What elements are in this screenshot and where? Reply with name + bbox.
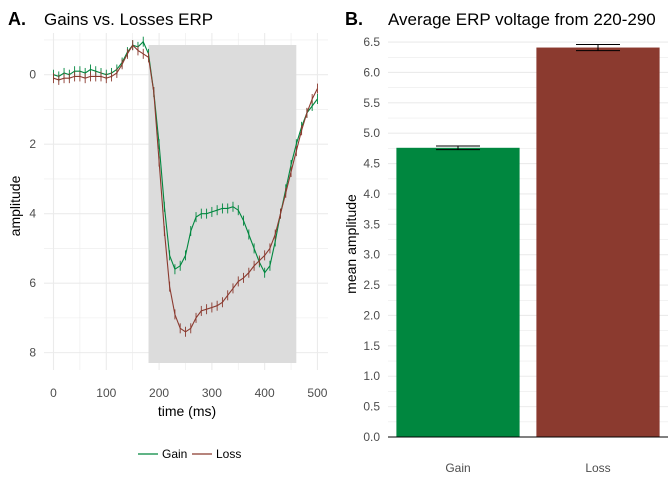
y-tick-label: 4	[29, 207, 36, 221]
y-tick-label: 8	[29, 346, 36, 360]
y-tick-label: 2	[29, 137, 36, 151]
legend-gain-label: Gain	[162, 447, 187, 461]
x-tick-label-loss: Loss	[585, 461, 610, 475]
panel-b-letter: B.	[345, 9, 363, 29]
panel-a-title: Gains vs. Losses ERP	[44, 10, 213, 29]
y-tick-label: 3.0	[363, 248, 380, 262]
y-tick-label: 4.5	[363, 157, 380, 171]
panel-a-ylabel: amplitude	[7, 175, 23, 236]
y-tick-label: 6.0	[363, 65, 380, 79]
y-tick-label: 2.0	[363, 308, 380, 322]
y-tick-label: 3.5	[363, 217, 380, 231]
bar-loss	[536, 47, 660, 437]
y-tick-label: 2.5	[363, 278, 380, 292]
x-tick-label: 0	[50, 386, 57, 400]
x-tick-label: 200	[149, 386, 169, 400]
y-tick-label: 0.0	[363, 430, 380, 444]
y-tick-label: 6	[29, 276, 36, 290]
y-tick-label: 5.0	[363, 126, 380, 140]
y-tick-label: 5.5	[363, 96, 380, 110]
legend-loss-label: Loss	[216, 447, 241, 461]
bar-gain	[396, 147, 520, 437]
x-tick-label: 500	[307, 386, 327, 400]
panel-b-ylabel: mean amplitude	[343, 194, 359, 294]
y-tick-label: 6.5	[363, 35, 380, 49]
x-tick-label: 100	[96, 386, 116, 400]
panel-b-title: Average ERP voltage from 220-290	[388, 10, 656, 29]
x-tick-label: 300	[202, 386, 222, 400]
x-tick-label: 400	[255, 386, 275, 400]
panel-a-plot: 0 100 200 300 400 500 0 2 4 6 8	[29, 33, 328, 400]
x-tick-label-gain: Gain	[445, 461, 470, 475]
y-tick-label: 0	[29, 68, 36, 82]
panel-a-xlabel: time (ms)	[158, 403, 216, 419]
y-tick-label: 1.0	[363, 369, 380, 383]
panel-a-letter: A.	[8, 9, 26, 29]
panel-b-plot: 0.0 0.5 1.0 1.5 2.0 2.5 3.0 3.5 4.0 4.5 5.0 5.5 6.0 6…	[363, 35, 668, 475]
y-tick-label: 4.0	[363, 187, 380, 201]
legend: Gain Loss	[138, 447, 241, 461]
y-tick-label: 1.5	[363, 339, 380, 353]
y-tick-label: 0.5	[363, 400, 380, 414]
